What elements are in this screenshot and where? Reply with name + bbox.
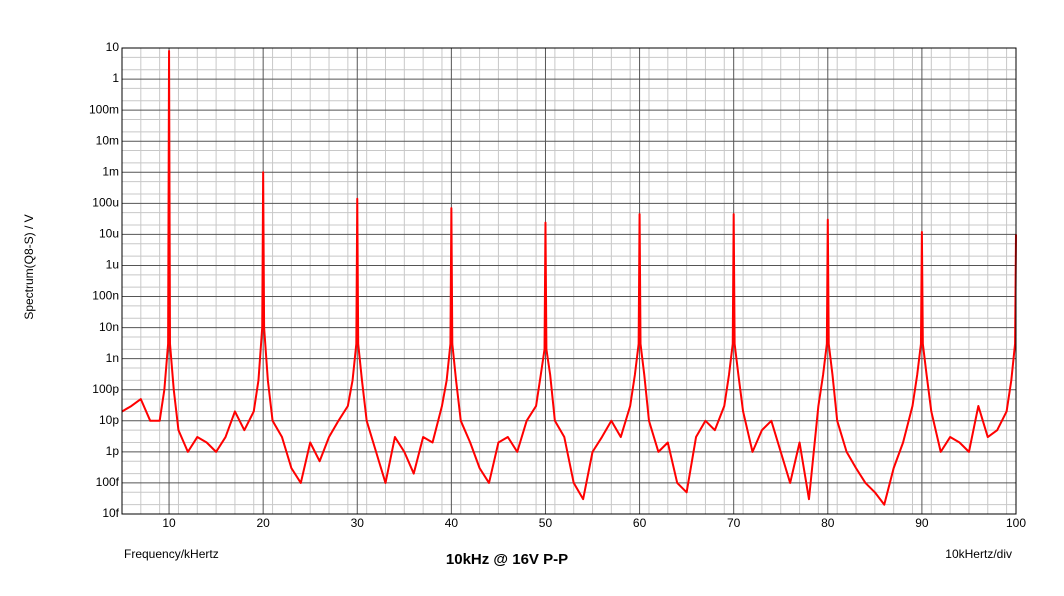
- y-tick-label: 10u: [99, 227, 119, 241]
- y-tick-label: 1p: [106, 444, 120, 458]
- y-tick-label: 10n: [99, 320, 119, 334]
- x-tick-label: 80: [821, 516, 835, 530]
- x-tick-label: 70: [727, 516, 741, 530]
- x-tick-label: 40: [445, 516, 459, 530]
- x-tick-label: 50: [539, 516, 553, 530]
- y-tick-label: 1m: [102, 164, 119, 178]
- chart-title: 10kHz @ 16V P-P: [446, 551, 568, 568]
- y-tick-label: 1: [112, 71, 119, 85]
- y-tick-label: 10f: [102, 506, 119, 520]
- grid: [122, 47, 1017, 515]
- x-tick-label: 90: [915, 516, 929, 530]
- y-tick-label: 100m: [89, 102, 119, 116]
- scale-note: 10kHertz/div: [945, 547, 1012, 561]
- y-tick-label: 10: [106, 40, 120, 54]
- x-tick-label: 10: [162, 516, 176, 530]
- x-tick-label: 30: [351, 516, 365, 530]
- y-tick-label: 1n: [106, 351, 119, 365]
- y-tick-label: 100n: [92, 289, 119, 303]
- x-tick-label: 20: [256, 516, 270, 530]
- y-tick-label: 100u: [92, 196, 119, 210]
- plot-frame: [121, 47, 1017, 515]
- y-tick-label: 10p: [99, 413, 119, 427]
- y-tick-label: 100f: [96, 475, 120, 489]
- y-axis-label: Spectrum(Q8-S) / V: [22, 214, 36, 319]
- y-tick-label: 100p: [92, 382, 119, 396]
- spectrum-line: [121, 50, 1017, 506]
- y-tick-label: 10m: [96, 133, 119, 147]
- y-tick-label: 1u: [106, 258, 119, 272]
- x-tick-label: 100: [1006, 516, 1026, 530]
- x-axis-label: Frequency/kHertz: [124, 547, 219, 561]
- x-tick-label: 60: [633, 516, 647, 530]
- plot: [121, 50, 1017, 506]
